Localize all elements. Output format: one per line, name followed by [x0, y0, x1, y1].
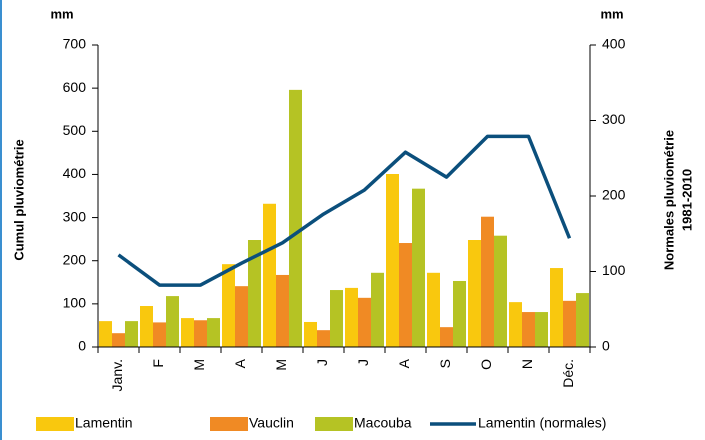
x-tick-label: A — [396, 358, 412, 368]
bar — [453, 280, 466, 347]
bar — [330, 290, 343, 347]
legend-swatch — [315, 417, 353, 431]
bar — [248, 240, 261, 347]
y2-tick-label: 200 — [602, 187, 626, 203]
bar — [412, 188, 425, 347]
bar — [399, 243, 412, 347]
x-tick-label: Janv. — [109, 359, 125, 391]
legend-label: Vauclin — [249, 415, 294, 431]
y-tick-label: 700 — [63, 36, 87, 52]
y-tick-label: 500 — [63, 122, 87, 138]
x-tick-label: S — [437, 359, 453, 368]
line — [117, 134, 572, 287]
y2-tick-label: 300 — [602, 111, 626, 127]
y-tick-label: 300 — [63, 208, 87, 224]
bar — [289, 89, 302, 348]
bar — [235, 286, 248, 347]
legend-label: Macouba — [354, 415, 412, 431]
x-tick-label: F — [150, 359, 166, 368]
bar — [263, 203, 276, 347]
legend-swatch — [210, 417, 248, 431]
x-tick-label: A — [232, 358, 248, 368]
x-tick-label: O — [478, 359, 494, 370]
bar — [99, 321, 112, 347]
bar — [440, 327, 453, 347]
bar — [112, 333, 125, 347]
y-tick-label: 400 — [63, 165, 87, 181]
y-tick-label: 600 — [63, 79, 87, 95]
x-tick-label: J — [355, 359, 371, 366]
bar — [371, 272, 384, 347]
bar — [317, 330, 330, 347]
x-tick-label: M — [191, 359, 207, 371]
legend-label: Lamentin (normales) — [478, 415, 606, 431]
bar — [222, 264, 235, 347]
y-unit: mm — [50, 6, 73, 21]
bar — [304, 321, 317, 347]
bar — [522, 312, 535, 347]
bar — [509, 302, 522, 347]
y2-tick-label: 100 — [602, 262, 626, 278]
x-tick-label: N — [519, 359, 535, 369]
bar — [166, 296, 179, 347]
y-axis-title: Cumul pluviométrie — [11, 139, 26, 260]
x-tick-label: Déc. — [560, 359, 576, 388]
y2-tick-label: 400 — [602, 36, 626, 52]
bar — [153, 322, 166, 347]
legend-label: Lamentin — [75, 415, 133, 431]
bar — [427, 272, 440, 347]
bar — [125, 321, 138, 347]
x-tick-label: J — [314, 359, 330, 366]
y-tick-label: 0 — [78, 338, 86, 354]
x-tick-label: M — [273, 359, 289, 371]
bar — [207, 318, 220, 347]
bar — [194, 320, 207, 347]
bar — [481, 216, 494, 347]
bar — [358, 297, 371, 347]
bar — [576, 293, 589, 347]
bar — [563, 300, 576, 347]
bar — [276, 274, 289, 347]
bar — [140, 306, 153, 347]
y2-axis-title: Normales pluviométrie — [661, 130, 676, 270]
y2-unit: mm — [600, 6, 623, 21]
bar — [345, 287, 358, 347]
y2-axis-title: 1981-2010 — [679, 169, 694, 231]
y2-tick-label: 0 — [602, 338, 610, 354]
bar — [535, 312, 548, 347]
bar — [181, 318, 194, 347]
bar — [468, 240, 481, 347]
y-tick-label: 200 — [63, 251, 87, 267]
frame-edge — [0, 0, 2, 440]
bar — [550, 268, 563, 347]
bar — [386, 173, 399, 347]
legend-swatch — [36, 417, 74, 431]
bar — [494, 235, 507, 347]
y-tick-label: 100 — [63, 295, 87, 311]
